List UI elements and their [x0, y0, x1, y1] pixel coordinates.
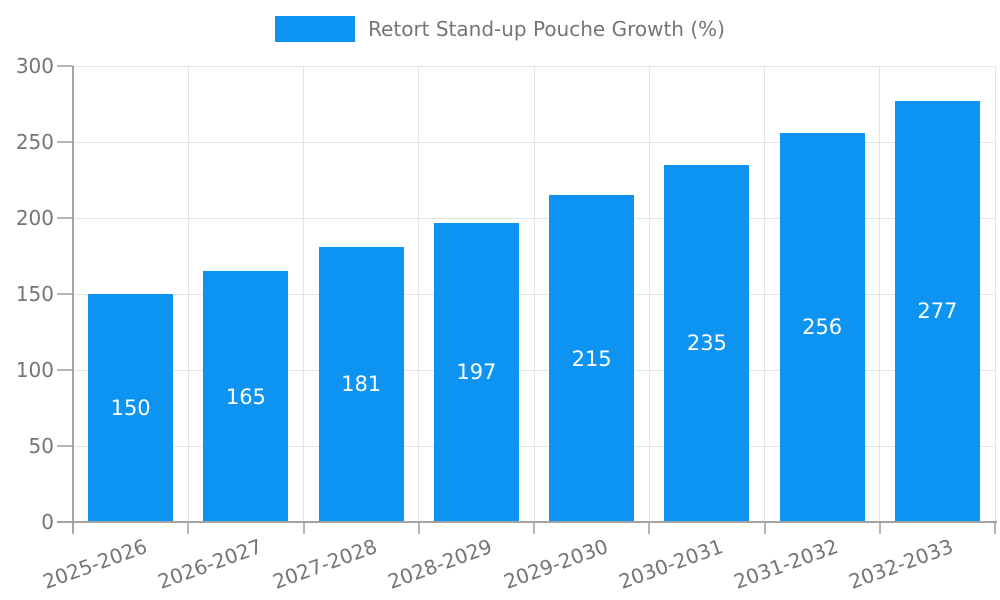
y-axis-tick-label: 50: [28, 434, 54, 458]
gridline-vertical: [418, 66, 420, 522]
gridline-vertical: [648, 66, 650, 522]
y-axis-tick-label: 150: [15, 282, 54, 306]
legend: Retort Stand-up Pouche Growth (%): [0, 16, 1000, 42]
bar-2029-2030: [549, 195, 635, 522]
gridline-vertical: [994, 66, 996, 522]
bar-value-label: 165: [225, 384, 266, 409]
bar-value-label: 256: [802, 315, 843, 340]
x-axis-label-2028-2029: 2028-2029: [384, 534, 496, 594]
x-axis-tick: [417, 522, 420, 534]
x-axis-tick: [763, 522, 766, 534]
x-axis-tick: [878, 522, 881, 534]
y-axis-line: [72, 66, 74, 533]
bar-2027-2028: [318, 246, 404, 522]
legend-label: Retort Stand-up Pouche Growth (%): [368, 17, 725, 41]
bar-2025-2026: [88, 294, 174, 522]
gridline-vertical: [303, 66, 304, 522]
y-axis-tick: [57, 141, 73, 143]
x-axis-tick: [302, 522, 305, 534]
y-axis-tick-label: 100: [15, 358, 54, 382]
bar-2030-2031: [664, 164, 750, 522]
gridline-vertical: [879, 66, 881, 522]
bar-2031-2032: [779, 132, 865, 522]
gridline-vertical: [533, 66, 535, 522]
x-axis-tick: [648, 522, 651, 534]
legend-swatch: [275, 16, 356, 42]
bar-value-label: 150: [110, 396, 151, 420]
y-axis-tick: [57, 369, 73, 371]
plot-area: 150 165 181 197 215 235 256 277: [73, 65, 996, 522]
x-axis-label-2031-2032: 2031-2032: [730, 534, 842, 594]
x-axis-label-2025-2026: 2025-2026: [39, 534, 150, 594]
bar-value-label: 235: [686, 331, 727, 356]
x-axis-label-2032-2033: 2032-2033: [845, 534, 957, 594]
y-axis-tick: [57, 293, 73, 295]
gridline-vertical: [187, 66, 189, 522]
bar-value-label: 277: [917, 299, 958, 324]
bar-value-label: 215: [571, 346, 612, 371]
x-axis-label-2029-2030: 2029-2030: [500, 534, 611, 594]
y-axis-tick-label: 200: [15, 206, 54, 230]
y-axis-tick: [57, 445, 73, 447]
x-axis-tick: [187, 522, 190, 534]
bar-2032-2033: [894, 100, 980, 522]
y-axis-tick-label: 0: [41, 510, 54, 534]
x-axis-label-2027-2028: 2027-2028: [269, 534, 381, 594]
x-axis-label-2030-2031: 2030-2031: [615, 534, 727, 594]
bar-2026-2027: [203, 271, 289, 522]
x-axis-tick: [533, 522, 535, 534]
bar-value-label: 197: [456, 360, 497, 385]
gridline-vertical: [764, 66, 765, 522]
y-axis-tick-label: 300: [15, 54, 54, 78]
bar-value-label: 181: [341, 372, 382, 397]
bar-2028-2029: [433, 222, 519, 522]
x-axis-line: [57, 521, 997, 523]
y-axis-tick: [57, 217, 73, 219]
y-axis-tick: [57, 65, 73, 67]
x-axis-tick: [994, 522, 996, 534]
x-axis-label-2026-2027: 2026-2027: [154, 534, 266, 594]
y-axis-tick-label: 250: [15, 130, 54, 154]
